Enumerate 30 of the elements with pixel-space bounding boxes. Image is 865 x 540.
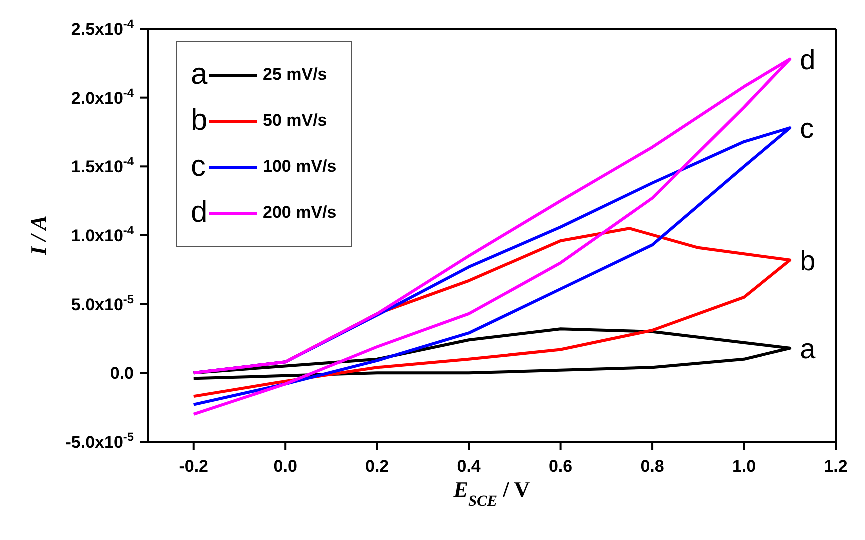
text: b [191, 104, 208, 137]
y-tick-label: 5.0x10$^{-5}$ [71, 292, 134, 314]
x-tick-label: 1.2 [824, 457, 848, 476]
x-tick-label: 0.8 [640, 457, 664, 476]
y-tick-label: 2.5x10$^{-4}$ [71, 17, 134, 39]
x-tick-label: 1.0 [732, 457, 756, 476]
y-tick-label: 1.0x10$^{-4}$ [71, 224, 134, 246]
legend-label: 50 mV/s [263, 111, 328, 131]
y-tick-label: 1.5x10$^{-4}$ [71, 154, 134, 177]
annotation: c [800, 113, 814, 144]
text: c [191, 150, 206, 183]
y-tick-label: 0.0 [110, 364, 134, 384]
legend-label: 200 mV/s [263, 203, 337, 223]
x-tick-label: 0.0 [274, 457, 298, 476]
y-tick-label: 2.0x10$^{-4}$ [71, 86, 134, 108]
x-tick-label: 0.6 [548, 457, 573, 476]
annotation: d [800, 44, 816, 76]
legend-label: 100 mV/s [263, 157, 337, 177]
annotation: a [800, 333, 816, 364]
text: a [191, 58, 208, 91]
x-tick-label: 0.2 [366, 457, 390, 476]
y-axis-title: I / A [26, 216, 51, 256]
y-tick-label: -5.0x10$^{-5}$ [66, 430, 134, 452]
text: d [191, 196, 208, 229]
x-tick-label: 0.4 [457, 457, 482, 476]
line-series [192, 58, 792, 416]
legend-label: 25 mV/s [263, 65, 328, 85]
x-tick-label: -0.2 [179, 457, 209, 476]
x-axis-title: E$_{SCE}$ / V [452, 477, 530, 510]
annotation: b [800, 245, 816, 276]
